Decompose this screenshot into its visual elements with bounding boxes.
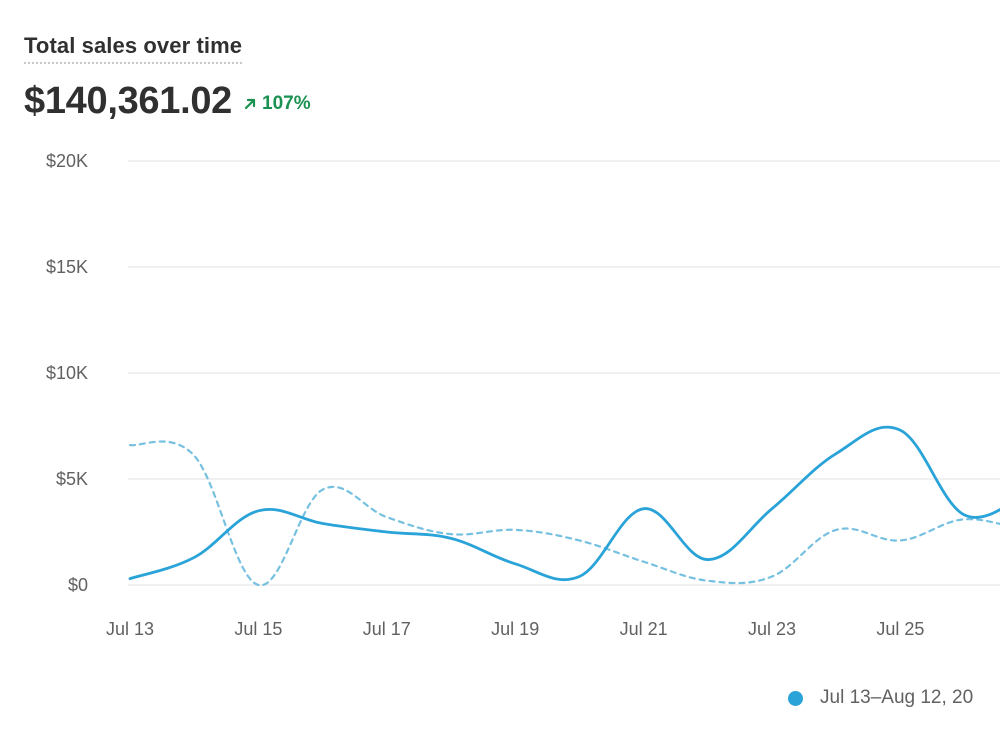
primary-series-line [128, 425, 1000, 582]
legend[interactable]: Jul 13–Aug 12, 20 [788, 687, 973, 709]
x-tick-label: Jul 19 [491, 619, 539, 639]
series-lines [128, 425, 1000, 587]
x-axis-ticks: Jul 13 Jul 15 Jul 17 Jul 19 Jul 21 Jul 23 Jul … [106, 619, 924, 639]
headline: $140,361.02 107% [24, 80, 311, 123]
change-badge: 107% [243, 93, 311, 115]
y-tick-label: $15K [46, 257, 88, 277]
change-percent: 107% [262, 93, 311, 114]
x-tick-label: Jul 17 [363, 619, 411, 639]
y-tick-label: $5K [56, 469, 88, 489]
legend-swatch-primary [788, 690, 803, 706]
y-tick-label: $20K [46, 151, 88, 171]
x-tick-label: Jul 25 [876, 619, 924, 639]
card-title[interactable]: Total sales over time [24, 33, 243, 64]
total-sales-value: $140,361.02 [24, 80, 233, 122]
y-tick-label: $0 [68, 575, 88, 595]
arrow-up-right-icon [244, 98, 256, 110]
legend-label-primary: Jul 13–Aug 12, 20 [820, 687, 974, 708]
x-tick-label: Jul 21 [620, 619, 668, 639]
y-tick-label: $10K [46, 363, 88, 383]
gridlines [128, 160, 1000, 586]
comparison-series-line [128, 440, 1000, 587]
y-axis-ticks: $0 $5K $10K $15K $20K [46, 151, 88, 595]
x-tick-label: Jul 15 [234, 619, 282, 639]
x-tick-label: Jul 13 [106, 619, 154, 639]
x-tick-label: Jul 23 [748, 619, 796, 639]
